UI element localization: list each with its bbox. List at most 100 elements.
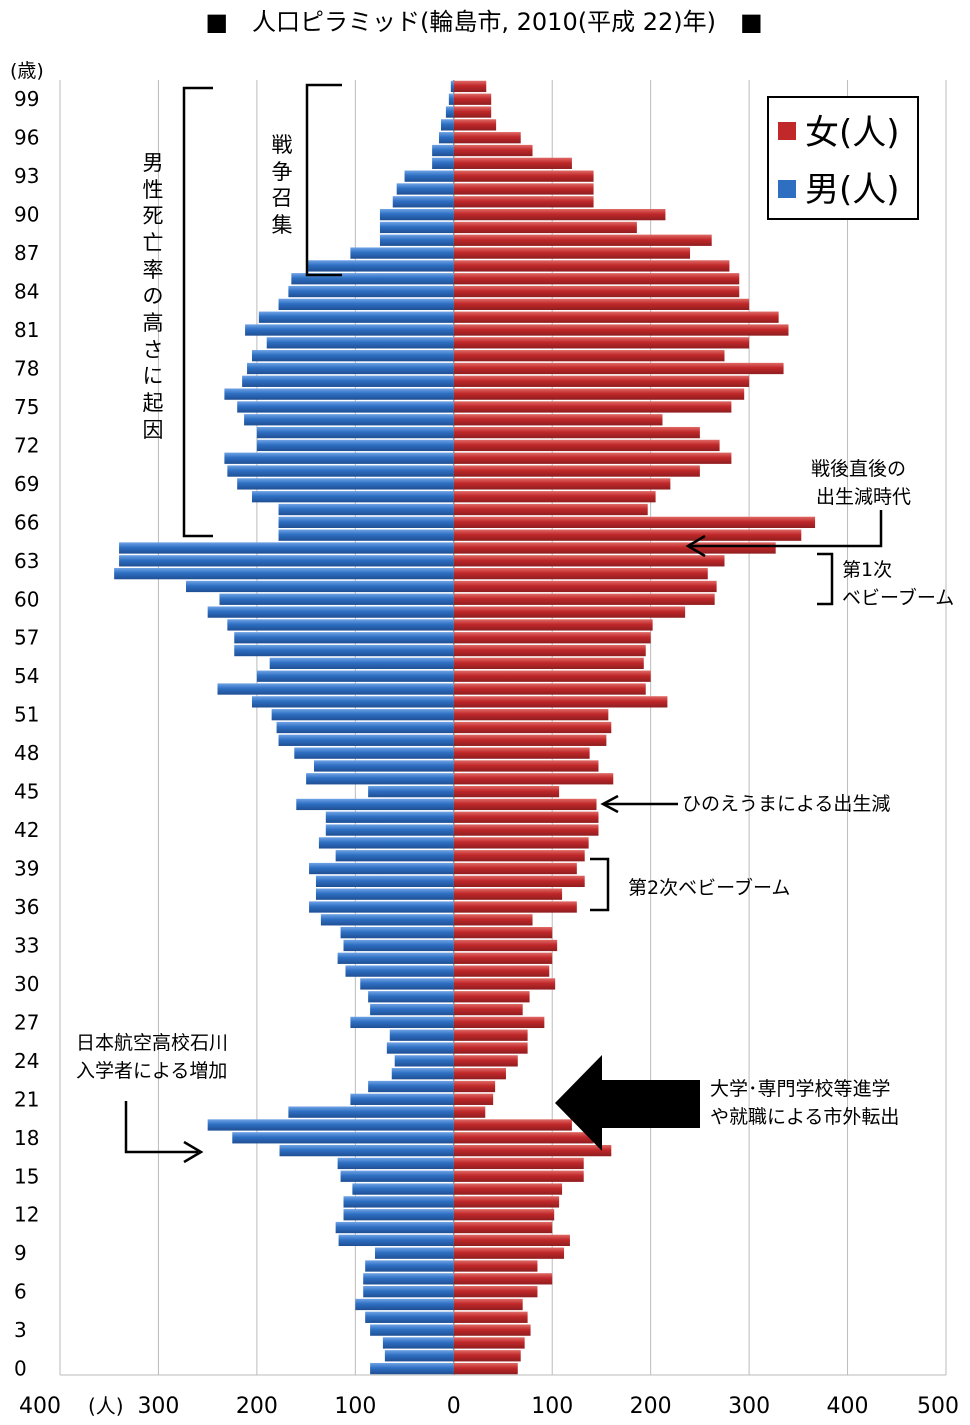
y-tick-label: 90 [14,203,39,227]
bar-male-age-32 [337,952,454,964]
legend-female-label: 女(人) [805,113,900,153]
y-tick-label: 21 [14,1087,39,1111]
bar-male-age-10 [338,1234,454,1247]
bar-female-age-30 [453,978,556,990]
bar-female-age-82 [453,311,779,323]
chart-title: ■ 人口ピラミッド(輪島市, 2010(平成 22)年) ■ [205,8,762,36]
bar-female-age-68 [453,491,656,503]
y-tick-label: 54 [14,664,39,688]
bar-male-age-63 [119,555,454,567]
female-bars [453,80,816,1375]
y-tick-label: 66 [14,510,39,534]
y-tick-label: 45 [14,780,39,804]
bar-male-age-36 [309,901,454,913]
postwar-arrow-head [685,534,706,558]
bar-female-age-60 [453,593,715,605]
bar-female-age-15 [453,1170,584,1182]
bar-male-age-17 [279,1144,454,1157]
war-draft-bracket [305,83,342,277]
bar-male-age-18 [232,1132,454,1144]
y-tick-label: 99 [14,87,39,111]
bar-male-age-58 [227,619,454,631]
bar-male-age-50 [276,721,454,734]
annotation-school-enrollment: 日本航空高校石川 入学者による増加 [76,1030,228,1085]
bar-female-age-72 [453,439,720,452]
bar-female-age-62 [453,567,708,580]
bar-male-age-94 [432,157,454,169]
bar-female-age-75 [453,401,732,413]
bar-male-age-61 [186,580,454,593]
bar-female-age-77 [453,375,750,387]
y-tick-label: 33 [14,933,39,957]
bar-male-age-49 [278,734,454,746]
bar-male-age-65 [278,529,454,541]
y-tick-label: 42 [14,818,39,842]
bar-female-age-14 [453,1183,563,1195]
bar-male-age-93 [404,170,454,182]
y-tick-label: 24 [14,1049,39,1073]
y-tick-label: 51 [14,703,39,727]
bar-male-age-87 [350,247,454,259]
bar-female-age-16 [453,1157,584,1170]
bar-female-age-18 [453,1132,594,1144]
y-tick-label: 57 [14,626,39,650]
bar-male-age-43 [325,811,454,823]
bar-male-age-90 [379,208,454,221]
bar-male-age-46 [306,773,454,785]
bar-male-age-74 [244,414,454,426]
bar-male-age-60 [219,593,454,605]
bar-male-age-53 [217,683,454,695]
bar-male-age-71 [224,452,454,464]
bar-male-age-66 [278,516,454,528]
bar-male-age-13 [343,1196,454,1208]
bar-male-age-33 [343,939,454,952]
y-tick-label: 75 [14,395,39,419]
bar-male-age-11 [335,1221,454,1234]
bar-male-age-3 [370,1324,454,1336]
bar-male-age-37 [315,888,454,900]
bar-male-age-45 [368,785,454,798]
bar-male-age-69 [237,478,454,490]
bar-female-age-3 [453,1324,531,1336]
bar-male-age-48 [294,747,454,759]
bar-male-age-31 [345,965,454,977]
y-tick-label: 30 [14,972,39,996]
legend-female-swatch [778,122,796,140]
x-axis-unit: (人) [88,1394,124,1418]
annotation-out-migration-line2: や就職による市外転出 [710,1105,900,1128]
bar-female-age-100 [453,80,487,93]
bar-female-age-99 [453,93,492,105]
bar-male-age-72 [256,439,454,452]
y-tick-label: 3 [14,1318,27,1342]
bar-male-age-12 [343,1209,454,1221]
bar-male-age-99 [448,93,454,105]
bar-female-age-33 [453,939,558,952]
x-tick-label: 0 [447,1394,461,1419]
bar-female-age-27 [453,1016,545,1029]
bar-female-age-55 [453,657,644,670]
bar-female-age-46 [453,773,614,785]
bar-male-age-2 [382,1337,454,1349]
bar-female-age-88 [453,234,712,246]
x-tick-label: 400 [827,1394,869,1419]
annotation-baby-boom-2: 第2次ベビーブーム [628,877,791,899]
bar-male-age-23 [391,1068,454,1080]
bar-female-age-61 [453,580,717,593]
bar-male-age-64 [119,542,454,554]
bar-male-age-95 [432,144,454,157]
bar-male-age-25 [386,1042,454,1054]
bar-male-age-86 [308,260,454,272]
bar-male-age-54 [256,670,454,682]
bar-female-age-84 [453,285,740,298]
bar-male-age-92 [396,183,454,195]
bar-male-age-8 [365,1260,454,1272]
bar-female-age-71 [453,452,732,464]
y-tick-label: 0 [14,1357,27,1381]
annotation-baby-boom-1-line2: ベビーブーム [842,586,955,609]
x-tick-label: 500 [917,1394,959,1419]
bar-female-age-2 [453,1337,525,1349]
y-tick-label: 27 [14,1010,39,1034]
x-tick-labels: 400 300 200 100 0 100 200 300 400 500 [19,1394,959,1419]
bar-female-age-7 [453,1273,553,1285]
